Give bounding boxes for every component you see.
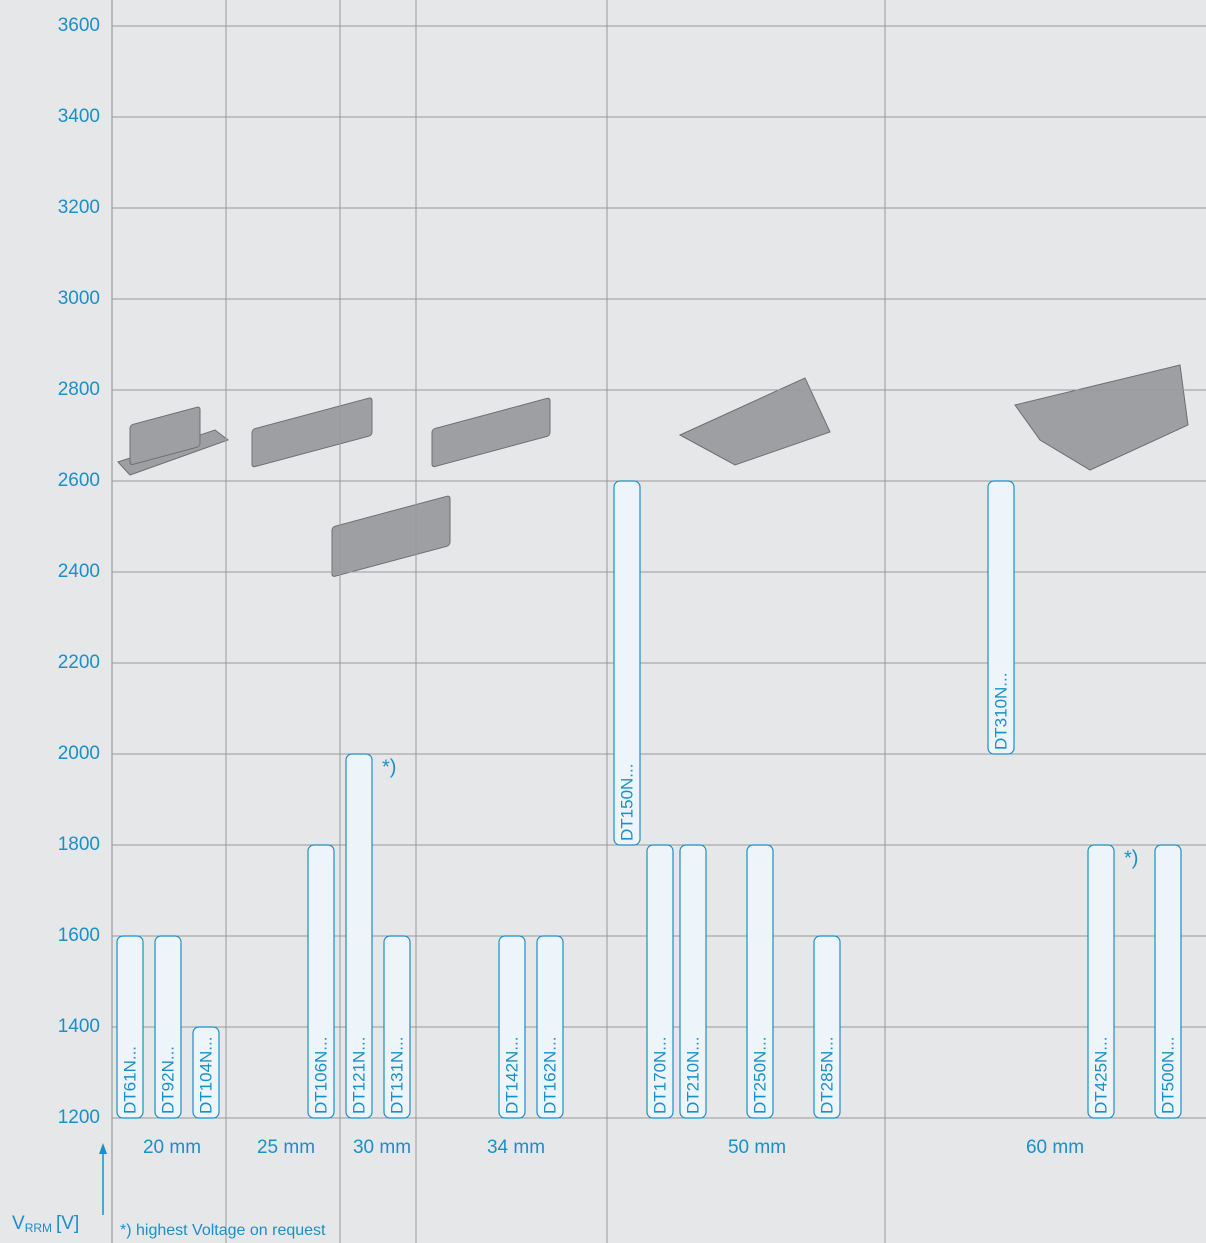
footnote: *) highest Voltage on request [120, 1222, 326, 1239]
module-images [117, 364, 1189, 577]
bar [613, 480, 641, 846]
group-label: 34 mm [487, 1137, 545, 1158]
marker: *) [1124, 847, 1138, 869]
y-tick-label: 2600 [58, 470, 100, 491]
bar-label: DT131N... [387, 1037, 406, 1114]
bar-label: DT61N... [120, 1046, 139, 1114]
y-tick-label: 1200 [58, 1107, 100, 1128]
y-tick-label: 1400 [58, 1016, 100, 1037]
y-tick-label: 3200 [58, 197, 100, 218]
bar [987, 480, 1015, 755]
group-label: 25 mm [257, 1137, 315, 1158]
axis-arrow-head [99, 1143, 107, 1154]
bar-label: DT121N... [349, 1037, 368, 1114]
bar-label: DT162N... [540, 1037, 559, 1114]
bar-label: DT142N... [502, 1037, 521, 1114]
bar-label: DT210N... [683, 1037, 702, 1114]
bar [679, 844, 707, 1119]
bar [746, 844, 774, 1119]
bar [116, 935, 144, 1119]
bar [307, 844, 335, 1119]
group-label: 30 mm [353, 1137, 411, 1158]
bar [813, 935, 841, 1119]
bar-label: DT104N... [196, 1037, 215, 1114]
bar-label: DT106N... [311, 1037, 330, 1114]
y-tick-label: 3600 [58, 15, 100, 36]
group-label: 20 mm [143, 1137, 201, 1158]
bar [498, 935, 526, 1119]
bar [646, 844, 674, 1119]
bar [345, 753, 373, 1119]
bar [383, 935, 411, 1119]
y-tick-label: 1800 [58, 834, 100, 855]
bar-label: DT250N... [750, 1037, 769, 1114]
y-axis-label: VRRM [V] [12, 1213, 79, 1235]
y-tick-label: 1600 [58, 925, 100, 946]
y-tick-label: 3400 [58, 106, 100, 127]
bar [1087, 844, 1115, 1119]
bar [1154, 844, 1182, 1119]
bar-label: DT285N... [817, 1037, 836, 1114]
bar-label: DT310N... [991, 673, 1010, 750]
bar-label: DT500N... [1158, 1037, 1177, 1114]
bar [192, 1026, 220, 1119]
bar-label: DT150N... [617, 764, 636, 841]
bar [536, 935, 564, 1119]
y-tick-label: 2200 [58, 652, 100, 673]
y-tick-label: 2000 [58, 743, 100, 764]
y-tick-label: 2400 [58, 561, 100, 582]
bar [154, 935, 182, 1119]
bar-label: DT170N... [650, 1037, 669, 1114]
group-label: 50 mm [728, 1137, 786, 1158]
group-label: 60 mm [1026, 1137, 1084, 1158]
bar-label: DT92N... [158, 1046, 177, 1114]
marker: *) [382, 756, 396, 778]
y-tick-label: 2800 [58, 379, 100, 400]
bar-label: DT425N... [1091, 1037, 1110, 1114]
y-tick-label: 3000 [58, 288, 100, 309]
